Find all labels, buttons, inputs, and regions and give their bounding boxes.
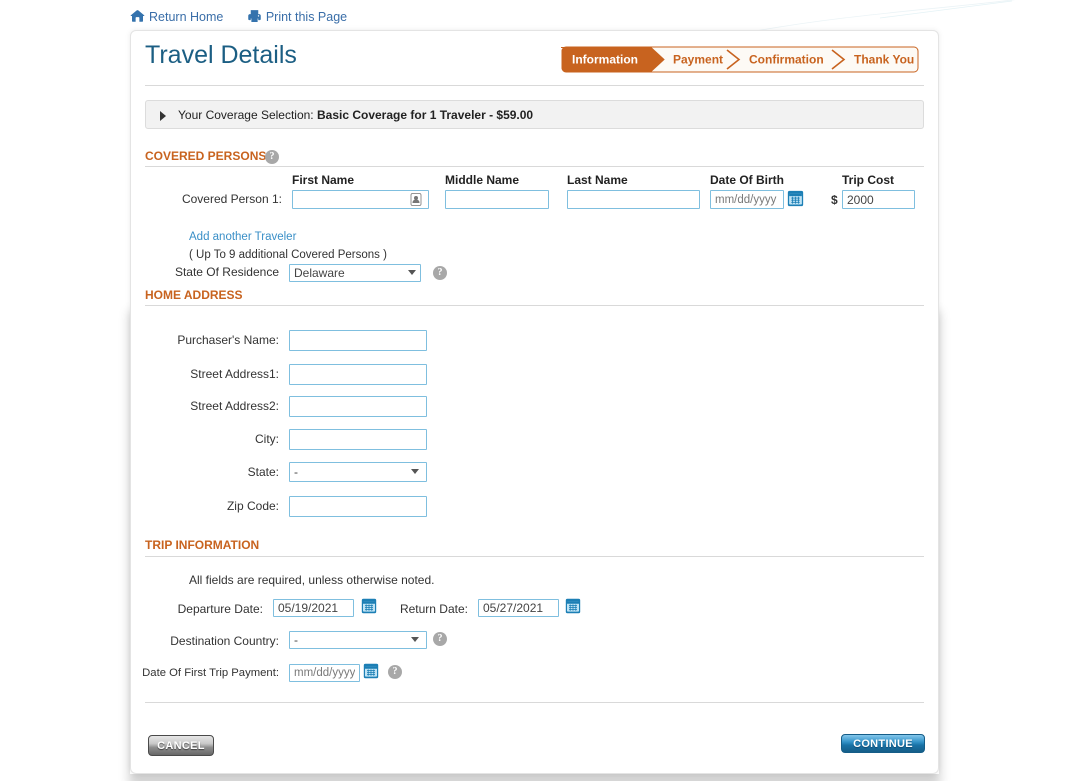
svg-text:Payment: Payment [673,53,723,67]
svg-text:Information: Information [572,53,638,67]
svg-text:Thank You: Thank You [854,53,914,67]
svg-text:Confirmation: Confirmation [749,53,824,67]
